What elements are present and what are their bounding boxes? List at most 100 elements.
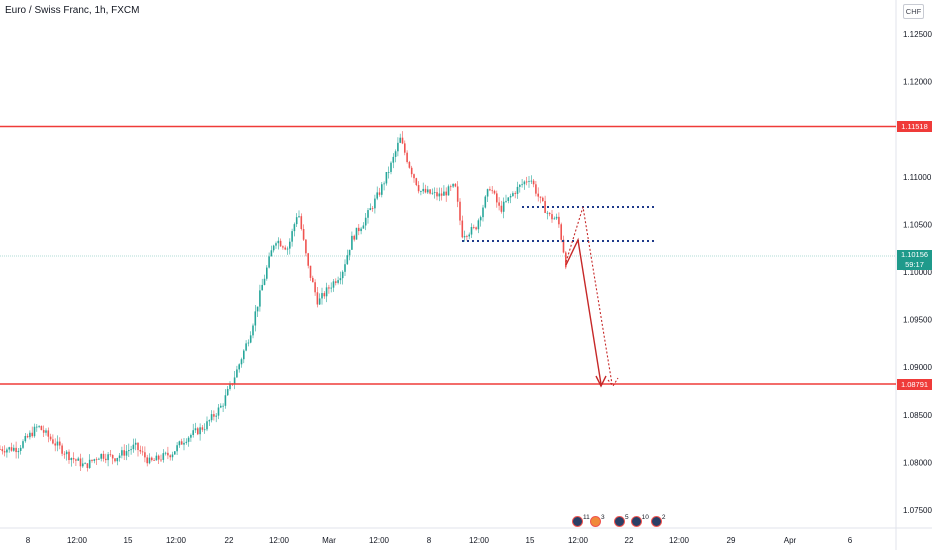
candle bbox=[463, 230, 466, 242]
candle bbox=[146, 454, 148, 467]
event-marker-group[interactable]: 5 10 2 bbox=[614, 514, 665, 528]
candle bbox=[293, 222, 296, 237]
candle bbox=[82, 457, 84, 468]
candle bbox=[233, 370, 236, 390]
price-tick-label: 1.08000 bbox=[903, 458, 932, 467]
projection-path-dotted[interactable] bbox=[565, 206, 619, 387]
time-tick-label: 8 bbox=[26, 536, 31, 545]
current-price-value: 1.10156 bbox=[900, 250, 929, 259]
candle bbox=[33, 423, 36, 438]
time-tick-label: 12:00 bbox=[369, 536, 390, 545]
event-count: 11 bbox=[583, 513, 590, 521]
candle bbox=[162, 449, 165, 463]
candle bbox=[528, 175, 530, 188]
event-marker-group[interactable]: 3 bbox=[590, 514, 605, 528]
candle bbox=[351, 231, 353, 250]
candle bbox=[321, 287, 323, 305]
time-tick-label: 29 bbox=[727, 536, 736, 545]
candle bbox=[236, 365, 238, 378]
candle bbox=[360, 226, 362, 235]
candle bbox=[68, 449, 70, 464]
candle bbox=[254, 304, 257, 332]
candle bbox=[45, 428, 47, 436]
candle bbox=[358, 224, 360, 236]
candle bbox=[318, 293, 321, 306]
candle bbox=[123, 444, 125, 461]
price-axis[interactable]: 1.125001.120001.115001.110001.105001.100… bbox=[903, 30, 932, 515]
candle bbox=[40, 425, 43, 431]
candle bbox=[507, 197, 510, 204]
candle bbox=[332, 279, 335, 292]
candle bbox=[167, 446, 169, 460]
candle bbox=[24, 432, 27, 443]
candle bbox=[452, 183, 454, 188]
candle bbox=[199, 423, 201, 441]
candle bbox=[468, 232, 470, 240]
candle bbox=[210, 410, 213, 423]
candle bbox=[116, 457, 119, 466]
candle bbox=[491, 186, 493, 194]
candle bbox=[454, 183, 457, 188]
candle bbox=[65, 449, 68, 461]
candle bbox=[157, 454, 160, 464]
candle bbox=[286, 246, 289, 255]
candle bbox=[486, 188, 489, 203]
candle bbox=[185, 438, 188, 445]
candle bbox=[160, 454, 162, 462]
candle bbox=[291, 228, 293, 247]
time-tick-label: 15 bbox=[124, 536, 133, 545]
time-tick-label: 15 bbox=[526, 536, 535, 545]
candle bbox=[378, 187, 381, 197]
time-tick-label: 6 bbox=[848, 536, 853, 545]
candle bbox=[475, 226, 477, 231]
candle bbox=[339, 271, 342, 285]
candle bbox=[86, 463, 89, 472]
candle bbox=[519, 183, 521, 193]
currency-button[interactable]: CHF bbox=[903, 4, 924, 19]
candle bbox=[176, 442, 178, 455]
candle bbox=[144, 446, 146, 463]
candle bbox=[151, 456, 153, 462]
candle bbox=[77, 456, 79, 461]
candle bbox=[222, 403, 224, 412]
candle bbox=[408, 160, 411, 169]
candle bbox=[259, 284, 261, 312]
candle bbox=[562, 235, 565, 254]
event-marker-group[interactable]: 11 bbox=[572, 514, 590, 528]
candle bbox=[355, 227, 358, 240]
candle bbox=[277, 237, 280, 250]
candle bbox=[431, 188, 434, 195]
candle bbox=[447, 184, 450, 196]
candle bbox=[203, 423, 206, 434]
candle bbox=[137, 442, 139, 457]
time-tick-label: Apr bbox=[784, 536, 797, 545]
candle bbox=[132, 438, 135, 453]
time-tick-label: 22 bbox=[225, 536, 234, 545]
candle bbox=[268, 252, 270, 269]
candle bbox=[61, 443, 63, 457]
candle bbox=[420, 190, 422, 196]
time-axis[interactable]: 8 12:00 15 12:00 22 12:00 Mar 12:00 8 12:00 15 12:0… bbox=[26, 536, 853, 545]
projection-path-solid[interactable] bbox=[565, 237, 607, 388]
candle bbox=[440, 187, 443, 201]
candle bbox=[240, 357, 243, 368]
candle bbox=[436, 187, 438, 201]
symbol-title[interactable]: Euro / Swiss Franc, 1h, FXCM bbox=[5, 5, 140, 16]
price-tick-label: 1.11000 bbox=[903, 173, 932, 182]
candle bbox=[229, 381, 231, 391]
candle bbox=[387, 166, 390, 179]
candle bbox=[521, 178, 523, 188]
candle bbox=[93, 458, 96, 464]
candle bbox=[174, 451, 176, 455]
time-tick-label: Mar bbox=[322, 536, 336, 545]
candle bbox=[155, 452, 158, 461]
event-count: 5 bbox=[625, 513, 629, 521]
candle bbox=[79, 453, 82, 471]
candle bbox=[249, 331, 252, 344]
candle bbox=[270, 245, 273, 257]
candle bbox=[341, 270, 344, 285]
candle bbox=[312, 275, 314, 283]
candle bbox=[38, 425, 40, 429]
time-tick-label: 12:00 bbox=[568, 536, 589, 545]
